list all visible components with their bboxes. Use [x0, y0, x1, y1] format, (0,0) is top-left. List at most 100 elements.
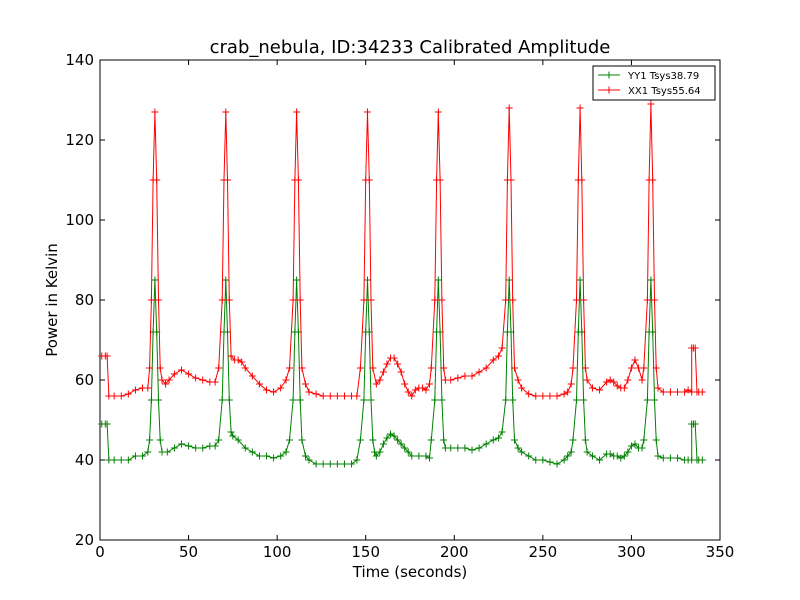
series-1-point: [229, 432, 237, 440]
series-2-point: [360, 296, 368, 304]
series-1-point: [199, 444, 207, 452]
series-2-point: [532, 392, 540, 400]
series-2-point: [286, 364, 294, 372]
series-1-point: [215, 436, 223, 444]
series-1-point: [624, 448, 632, 456]
series-2-point: [461, 372, 469, 380]
series-2-point: [434, 108, 442, 116]
series-2-point: [613, 382, 621, 390]
series-2-point: [408, 392, 416, 400]
series-2-point: [333, 392, 341, 400]
series-1-point: [502, 396, 510, 404]
legend-label: YY1 Tsys38.79: [627, 71, 699, 82]
series-2-point: [652, 364, 660, 372]
series-2-point: [640, 364, 648, 372]
series-1-point: [397, 440, 405, 448]
series-1-point: [333, 460, 341, 468]
series-1-point: [277, 452, 285, 460]
series-1-point: [482, 440, 490, 448]
series-2-point: [301, 380, 309, 388]
series-1-point: [643, 396, 651, 404]
series-1-point: [234, 436, 242, 444]
series-2-point: [431, 296, 439, 304]
series-2-point: [576, 104, 584, 112]
series-1-point: [367, 396, 375, 404]
legend-label: XX1 Tsys55.64: [628, 86, 701, 97]
series-1-point: [363, 276, 371, 284]
y-tick-label: 40: [75, 451, 94, 469]
series-2-point: [255, 380, 263, 388]
chart-title: crab_nebula, ID:34233 Calibrated Amplitu…: [210, 37, 611, 58]
series-1-point: [211, 442, 219, 450]
series-2-point: [518, 384, 526, 392]
series-2-point: [654, 384, 662, 392]
y-tick-label: 60: [75, 371, 94, 389]
series-1-point: [263, 452, 271, 460]
y-tick-label: 20: [75, 531, 94, 549]
series-2-point: [650, 296, 658, 304]
legend-swatch-marker: [605, 86, 613, 94]
series-2-point: [647, 100, 655, 108]
series-2-point: [390, 354, 398, 362]
series-1-point: [505, 276, 513, 284]
series-1-point: [546, 458, 554, 466]
series-2-point: [289, 296, 297, 304]
series-1-point: [553, 460, 561, 468]
series-2-point: [411, 386, 419, 394]
series-1-point: [518, 448, 526, 456]
series-1-point: [255, 452, 263, 460]
series-2-point: [691, 344, 699, 352]
series-1-point: [431, 396, 439, 404]
series-2-point: [293, 108, 301, 116]
series-1-point: [225, 396, 233, 404]
series-1-point: [156, 436, 164, 444]
series-1-point: [296, 396, 304, 404]
series-1-point: [110, 456, 118, 464]
series-2-point: [643, 296, 651, 304]
series-1-point: [461, 444, 469, 452]
series-1-point: [185, 442, 193, 450]
series-1-point: [631, 440, 639, 448]
series-2-point: [659, 388, 667, 396]
series-1-point: [434, 276, 442, 284]
series-1-point: [583, 448, 591, 456]
series-2-point: [131, 386, 139, 394]
series-1-point: [422, 452, 430, 460]
series-2-point: [525, 390, 533, 398]
series-1-point: [425, 454, 433, 462]
series-2-point: [482, 364, 490, 372]
series-2-point: [367, 296, 375, 304]
series-2-point: [573, 296, 581, 304]
series-2-point: [340, 392, 348, 400]
series-2-point: [425, 380, 433, 388]
series-1-point: [218, 396, 226, 404]
series-1-point: [475, 444, 483, 452]
x-tick-label: 250: [529, 543, 558, 561]
series-1-point: [415, 452, 423, 460]
series-1-point: [569, 436, 577, 444]
series-2-point: [596, 386, 604, 394]
series-1-point: [447, 444, 455, 452]
series-2-point: [227, 352, 235, 360]
series-2-point: [624, 376, 632, 384]
series-2-point: [124, 390, 132, 398]
series-1-point: [177, 440, 185, 448]
series-2-point: [379, 368, 387, 376]
series-1-point: [394, 436, 402, 444]
series-2-point: [569, 364, 577, 372]
series-1-point: [673, 454, 681, 462]
series-2-point: [436, 176, 444, 184]
series-2-point: [514, 376, 522, 384]
series-1-point: [348, 460, 356, 468]
series-1-point: [270, 454, 278, 462]
series-2-point: [468, 372, 476, 380]
series-2-point: [418, 384, 426, 392]
series-2-point: [147, 296, 155, 304]
series-1-point: [289, 396, 297, 404]
series-1-point: [286, 436, 294, 444]
series-2-point: [560, 390, 568, 398]
series-1-point: [298, 436, 306, 444]
series-2-point: [363, 108, 371, 116]
series-2-point: [698, 388, 706, 396]
